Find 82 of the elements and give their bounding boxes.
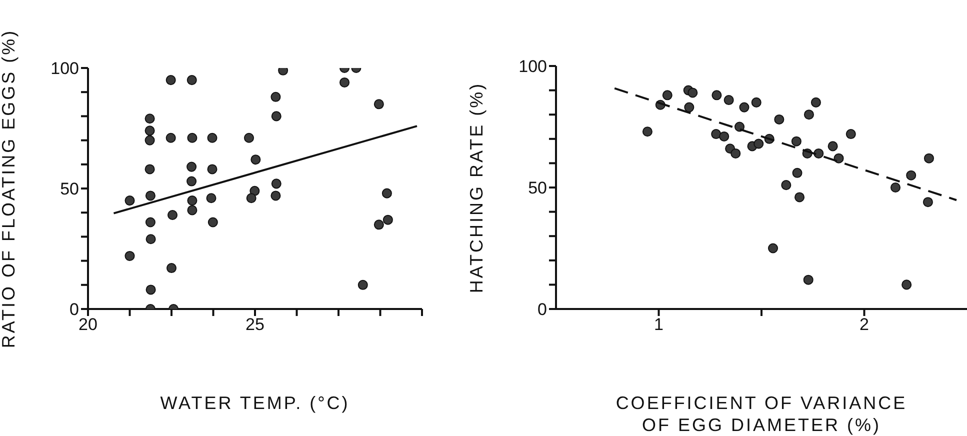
point <box>146 234 156 244</box>
point <box>207 132 218 143</box>
point <box>828 141 838 152</box>
point <box>167 210 178 220</box>
point <box>792 168 802 178</box>
point <box>144 135 155 146</box>
point <box>724 95 734 106</box>
point <box>145 217 156 228</box>
point <box>730 148 741 158</box>
point <box>924 153 934 164</box>
point <box>187 196 198 206</box>
point <box>374 99 384 110</box>
point <box>834 153 844 164</box>
y-tick-label: 50 <box>60 180 79 199</box>
point <box>803 274 814 285</box>
point <box>208 217 218 228</box>
point <box>166 263 177 274</box>
point <box>244 132 254 143</box>
point <box>187 205 198 216</box>
point <box>814 148 824 158</box>
point <box>719 131 730 142</box>
point <box>144 164 155 174</box>
point <box>846 129 856 140</box>
point <box>374 220 384 230</box>
point <box>688 88 698 98</box>
y-axis-title: RATIO OF FLOATING EGGS (%) <box>0 28 18 348</box>
point <box>382 214 393 225</box>
point <box>794 192 805 202</box>
point <box>684 102 694 112</box>
x-tick-label: 2 <box>860 315 869 334</box>
y-tick-label: 0 <box>538 300 547 320</box>
point <box>712 90 722 100</box>
point <box>810 97 821 108</box>
y-tick-label: 0 <box>70 300 79 320</box>
point <box>166 132 176 143</box>
point <box>271 178 282 189</box>
point <box>271 111 282 122</box>
x-axis-title: COEFFICIENT OF VARIANCE OF EGG DIAMETER (%) <box>614 392 908 436</box>
point <box>922 197 933 208</box>
point <box>144 114 155 124</box>
point <box>145 190 156 201</box>
point <box>754 138 764 149</box>
point <box>144 126 155 136</box>
point <box>124 196 135 206</box>
x-tick-label: 1 <box>654 315 664 334</box>
point <box>768 243 778 254</box>
point <box>206 193 216 204</box>
point <box>250 154 261 165</box>
point <box>642 126 652 137</box>
point <box>186 75 197 86</box>
point <box>340 77 350 88</box>
point <box>804 110 814 120</box>
point <box>358 280 368 290</box>
x-axis-title: WATER TEMP. (°C) <box>159 392 351 414</box>
y-tick-label: 100 <box>50 59 79 78</box>
point <box>902 280 912 290</box>
point <box>382 188 392 198</box>
point <box>734 122 745 132</box>
point <box>124 250 135 261</box>
point <box>270 92 281 102</box>
point <box>739 102 750 112</box>
x-tick-label: 25 <box>246 315 264 334</box>
x-tick-label: 20 <box>78 315 98 334</box>
point <box>270 190 281 201</box>
y-tick-label: 50 <box>528 178 547 198</box>
point <box>774 114 784 124</box>
point <box>662 90 672 100</box>
point <box>166 75 176 86</box>
point <box>246 193 256 204</box>
point <box>711 129 722 140</box>
point <box>187 132 198 143</box>
point <box>207 164 218 174</box>
y-axis-title: HATCHING RATE (%) <box>466 82 486 294</box>
point <box>791 136 802 146</box>
point <box>781 180 792 190</box>
point <box>890 182 900 193</box>
y-tick-label: 100 <box>518 57 547 76</box>
point <box>146 284 156 295</box>
point <box>186 176 197 186</box>
point <box>906 170 916 180</box>
point <box>186 162 197 172</box>
point <box>751 97 762 108</box>
